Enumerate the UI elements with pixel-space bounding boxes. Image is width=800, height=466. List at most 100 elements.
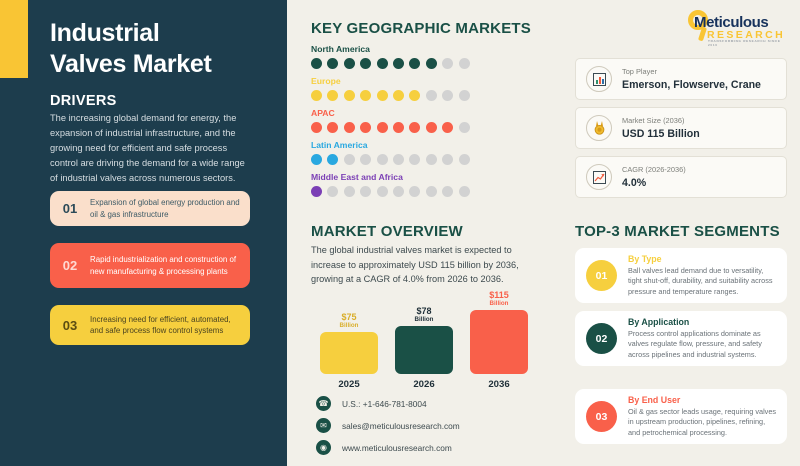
bar-group-2025: $75 Billion [320, 311, 378, 374]
geo-dot-filled [360, 90, 372, 101]
page-title: Industrial Valves Market [50, 19, 212, 78]
accent-bar [0, 0, 28, 78]
market-overview-heading: MARKET OVERVIEW [311, 223, 463, 240]
geo-dot-empty [360, 154, 372, 165]
geo-dot-empty [376, 154, 388, 165]
geo-dot-empty [327, 186, 339, 197]
geo-dot-filled [311, 122, 322, 133]
geo-dot-filled [409, 122, 421, 133]
geo-dot-filled [327, 122, 339, 133]
geo-region-label: North America [311, 44, 370, 54]
contact-row[interactable]: ◉ www.meticulousresearch.com [316, 440, 460, 455]
segment-description: Process control applications dominate as… [628, 328, 762, 359]
contact-row[interactable]: ✉ sales@meticulousresearch.com [316, 418, 460, 433]
market-overview-paragraph: The global industrial valves market is e… [311, 245, 519, 285]
bar-rect [470, 310, 528, 374]
geo-region-label: Latin America [311, 140, 368, 150]
geo-dot-scale [311, 58, 556, 69]
geo-dot-empty [409, 154, 421, 165]
brand-logo: Meticulous RESEARCH TRANSFORMING RESEARC… [680, 9, 788, 47]
phone-icon: ☎ [316, 396, 331, 411]
contact-text[interactable]: sales@meticulousresearch.com [342, 420, 460, 431]
drivers-paragraph: The increasing global demand for energy,… [50, 113, 245, 184]
geo-row-north-america: North America [311, 44, 556, 69]
segment-card-by-type: 01 By Type Ball valves lead demand due t… [575, 248, 787, 303]
stat-value: USD 115 Billion [622, 128, 700, 140]
geo-dot-empty [458, 122, 470, 133]
geo-dot-empty [343, 154, 355, 165]
geo-dot-filled [311, 186, 322, 197]
globe-icon: ◉ [316, 440, 331, 455]
geo-dot-filled [360, 58, 372, 69]
geo-dot-filled [311, 154, 322, 165]
geo-dot-empty [392, 186, 404, 197]
geo-dot-filled [409, 90, 421, 101]
geo-dot-empty [360, 186, 372, 197]
bar-value-label: $75 [341, 311, 357, 322]
segment-number: 02 [586, 323, 617, 354]
geo-row-latin-america: Latin America [311, 140, 556, 165]
geo-dot-filled [327, 154, 339, 165]
geo-dot-filled [392, 58, 404, 69]
driver-text: Expansion of global energy production an… [90, 198, 240, 219]
bar-value-label: $115 [489, 289, 509, 300]
geo-dot-filled [311, 90, 322, 101]
geo-dot-empty [458, 154, 470, 165]
geo-dot-filled [376, 122, 388, 133]
bar-rect [320, 332, 378, 374]
segment-title: By End User [628, 394, 681, 405]
geographic-markets-list: North America Europe APAC Latin America Midd… [311, 44, 556, 204]
driver-number: 03 [62, 317, 78, 333]
geo-dot-scale [311, 154, 556, 165]
logo-tagline: TRANSFORMING RESEARCH SINCE 2010 [708, 39, 781, 47]
geo-dot-filled [425, 122, 437, 133]
geo-dot-filled [409, 58, 421, 69]
segment-title: By Type [628, 253, 662, 264]
segment-number: 03 [586, 401, 617, 432]
geo-dot-filled [360, 122, 372, 133]
geo-dot-filled [392, 122, 404, 133]
driver-card-03: 03 Increasing need for efficient, automa… [50, 305, 250, 345]
stat-card-cagr: CAGR (2026-2036) 4.0% [575, 156, 787, 198]
contact-row[interactable]: ☎ U.S.: +1-646-781-8004 [316, 396, 460, 411]
geo-row-middle-east-and-africa: Middle East and Africa [311, 172, 556, 197]
geo-dot-scale [311, 122, 556, 133]
geographic-markets-heading: KEY GEOGRAPHIC MARKETS [311, 20, 531, 37]
contact-text[interactable]: www.meticulousresearch.com [342, 442, 452, 453]
geo-dot-empty [442, 186, 454, 197]
segment-title: By Application [628, 316, 690, 327]
contact-text[interactable]: U.S.: +1-646-781-8004 [342, 398, 427, 409]
geo-dot-empty [409, 186, 421, 197]
stat-label: Top Player [622, 67, 657, 76]
geo-row-apac: APAC [311, 108, 556, 133]
bar-category-label: 2026 [413, 379, 435, 390]
market-bar-chart: $75 Billion 2025 $78 Billion 2026 $115 Billion 2… [320, 290, 540, 390]
driver-text: Increasing need for efficient, automated… [90, 314, 231, 335]
segment-card-by-end-user: 03 By End User Oil & gas sector leads us… [575, 389, 787, 444]
email-icon: ✉ [316, 418, 331, 433]
geo-dot-empty [442, 154, 454, 165]
bar-unit-label: Billion [489, 300, 509, 307]
geo-dot-filled [425, 58, 437, 69]
segment-card-by-application: 02 By Application Process control applic… [575, 311, 787, 366]
bar-group-2026: $78 Billion [395, 306, 453, 374]
geo-dot-empty [392, 154, 404, 165]
geo-dot-empty [458, 58, 470, 69]
magnifying-glass-icon [688, 10, 716, 42]
bar-unit-label: Billion [339, 322, 359, 329]
bar-chart-icon [586, 66, 612, 92]
stat-label: Market Size (2036) [622, 116, 685, 125]
geo-dot-empty [425, 154, 437, 165]
geo-dot-filled [376, 58, 388, 69]
geo-dot-empty [343, 186, 355, 197]
logo-sub-text: RESEARCH [707, 29, 786, 41]
geo-dot-empty [376, 186, 388, 197]
bar-rect [395, 326, 453, 374]
driver-card-01: 01 Expansion of global energy production… [50, 191, 250, 226]
geo-dot-empty [458, 90, 470, 101]
stat-card-top-player: Top Player Emerson, Flowserve, Crane [575, 58, 787, 100]
geo-dot-filled [343, 122, 355, 133]
geo-region-label: Europe [311, 76, 341, 86]
bar-category-label: 2025 [338, 379, 360, 390]
medal-icon [586, 115, 612, 141]
